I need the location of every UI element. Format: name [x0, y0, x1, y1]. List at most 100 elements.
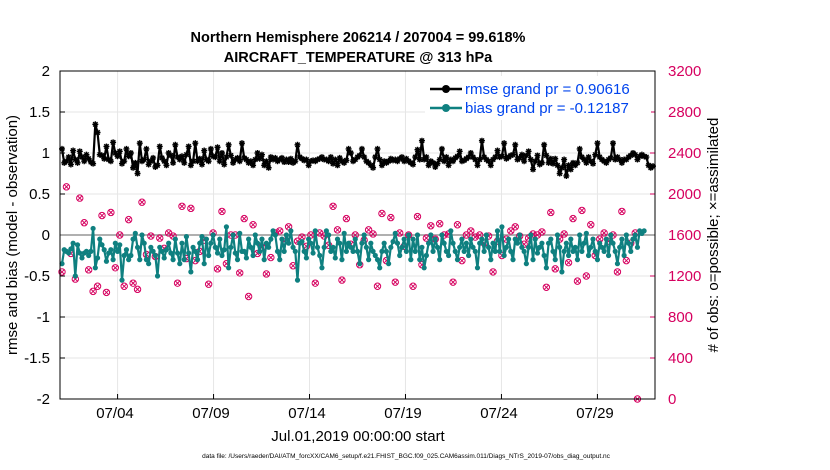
rmse-point	[492, 154, 499, 161]
rmse-point	[261, 162, 268, 169]
rmse-point	[550, 160, 557, 167]
bias-point	[317, 252, 323, 259]
rmse-point	[445, 162, 452, 169]
y-right-tick-label: 400	[668, 350, 693, 367]
obs-count-marker	[133, 285, 142, 294]
x-tick-label: 07/29	[576, 405, 614, 422]
bias-point	[330, 244, 336, 250]
obs-count-marker	[267, 253, 275, 262]
bias-point	[443, 248, 449, 254]
bias-point	[141, 240, 147, 246]
obs-count-marker	[311, 279, 319, 287]
rmse-point	[154, 162, 161, 169]
obs-count-marker	[613, 268, 622, 276]
bias-point	[334, 236, 341, 242]
bias-point	[423, 252, 429, 259]
rmse-point	[398, 154, 405, 161]
bias-point	[92, 265, 98, 271]
legend-bias-marker	[430, 104, 462, 112]
rmse-point	[494, 147, 501, 154]
rmse-point	[103, 143, 110, 150]
rmse-point	[618, 159, 625, 166]
bias-point	[243, 255, 250, 261]
chart-subtitle: AIRCRAFT_TEMPERATURE @ 313 hPa	[224, 50, 493, 66]
bias-point	[257, 248, 263, 254]
rmse-point	[63, 158, 70, 165]
rmse-point	[107, 158, 114, 165]
y-right-tick-label: 1200	[668, 268, 701, 285]
bias-point	[299, 238, 305, 245]
rmse-point	[174, 154, 181, 161]
rmse-point	[94, 129, 101, 136]
rmse-point	[185, 143, 192, 150]
rmse-point	[490, 156, 497, 163]
bias-point	[126, 257, 132, 263]
rmse-point	[556, 170, 563, 177]
bias-point	[346, 240, 352, 246]
rmse-point	[645, 162, 652, 169]
obs-count-marker	[364, 226, 373, 234]
bias-point	[574, 257, 581, 263]
bias-point	[370, 248, 376, 254]
obs-count-marker	[173, 279, 182, 287]
bias-point	[161, 255, 167, 261]
bias-point	[410, 236, 416, 242]
bias-point	[230, 232, 236, 238]
rmse-point	[178, 153, 185, 160]
rmse-point	[223, 154, 230, 161]
rmse-point	[516, 154, 523, 161]
obs-count-marker	[102, 288, 111, 297]
bias-point	[194, 257, 201, 263]
rmse-point	[201, 147, 208, 154]
bias-point	[461, 248, 467, 254]
obs-count-marker	[507, 227, 515, 235]
rmse-series	[59, 121, 656, 179]
rmse-point	[165, 150, 172, 156]
y-right-tick-label: 2800	[668, 104, 701, 121]
bias-point	[246, 236, 252, 242]
rmse-point	[134, 170, 141, 177]
obs-count-marker	[569, 214, 577, 223]
rmse-point	[578, 154, 585, 161]
bias-point	[341, 230, 347, 236]
bias-point	[148, 244, 154, 250]
rmse-point	[358, 145, 365, 152]
bias-point	[414, 232, 421, 238]
y-axis-right: 3200 2800 2400 2000 1600 1200 800 400 0	[668, 63, 701, 408]
bias-point	[323, 228, 329, 234]
rmse-point	[541, 141, 548, 148]
bias-point	[568, 236, 574, 242]
bias-point	[510, 257, 516, 263]
bias-point	[477, 240, 483, 246]
rmse-point	[561, 156, 568, 163]
bias-point	[197, 240, 203, 246]
bias-point	[523, 261, 529, 267]
rmse-point	[565, 162, 572, 169]
bias-point	[539, 240, 545, 246]
rmse-point	[376, 156, 383, 163]
y-tick-label: 1.5	[29, 104, 50, 121]
obs-count-marker	[138, 198, 146, 206]
bias-point	[268, 236, 274, 242]
bias-point	[363, 244, 369, 250]
rmse-point	[596, 154, 603, 161]
bias-point	[432, 236, 438, 242]
obs-count-marker	[80, 219, 88, 227]
rmse-point	[616, 156, 623, 163]
rmse-point	[432, 163, 439, 170]
obs-count-marker	[236, 269, 244, 277]
rmse-point	[136, 140, 143, 147]
bias-point	[517, 232, 523, 238]
bias-point	[428, 232, 434, 238]
rmse-point	[265, 164, 272, 171]
rmse-point	[258, 151, 265, 158]
bias-point	[72, 273, 78, 279]
obs-count-marker	[111, 264, 120, 272]
bias-point	[117, 242, 123, 248]
rmse-point	[423, 154, 430, 161]
legend-rmse-marker	[430, 85, 462, 93]
bias-point	[121, 252, 127, 259]
bias-point	[488, 257, 494, 263]
obs-count-marker	[551, 265, 559, 273]
bias-point	[394, 240, 401, 246]
